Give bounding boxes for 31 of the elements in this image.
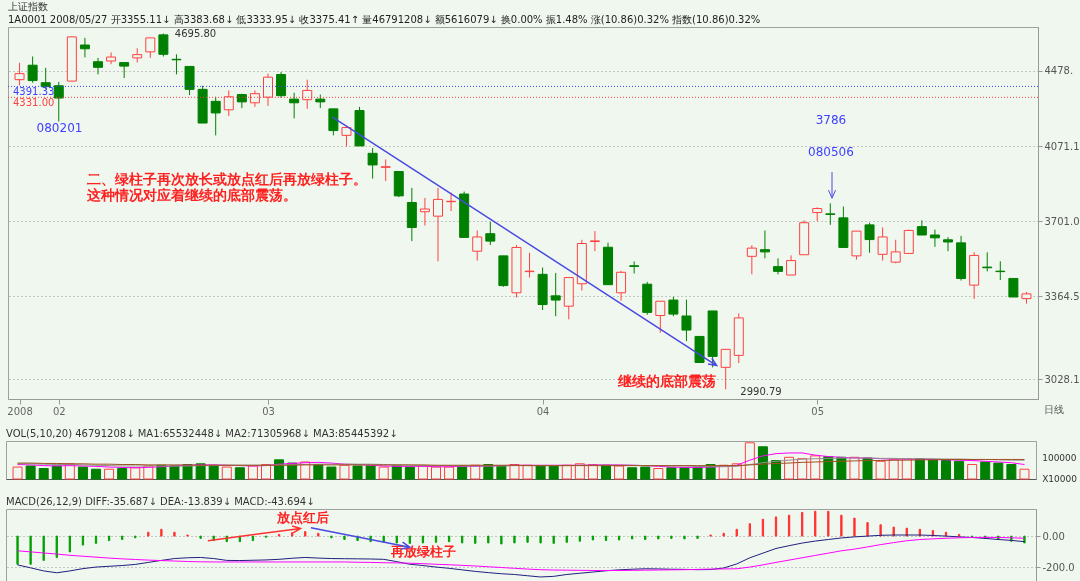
chart-subtitle: 1A0001 2008/05/27 开3355.11↓ 高3383.68↓ 低3333.95↓ 收3375.41↑ 量46791208↓ 额5616079↓ 换0.00% 振1.48% 涨(10.86)0.32% 指数(10.86)0.32% xyxy=(8,14,761,25)
text: 日线 xyxy=(1044,404,1065,416)
y-tick-label: 0.00 xyxy=(1042,530,1065,542)
y-tick-label: 3701.0 xyxy=(1044,215,1080,227)
annotation: 080506 xyxy=(808,145,854,160)
annotation: 放点红后 xyxy=(275,509,329,525)
x-tick-label: 03 xyxy=(262,405,275,417)
text: X10000 xyxy=(1042,474,1078,484)
text: 100000 xyxy=(1042,453,1077,464)
chart-title: VOL(5,10,20) 46791208↓ MA1:65532448↓ MA2:71305968↓ MA3:85445392↓ xyxy=(6,428,398,439)
annotation: 再放绿柱子 xyxy=(389,544,456,560)
x-tick-label: 05 xyxy=(811,405,825,417)
annotation: 080201 xyxy=(36,121,83,136)
y-tick-label: -200.0 xyxy=(1042,561,1075,573)
ref-line-label: 4391.33 xyxy=(13,86,55,98)
y-tick-label: 4071.1 xyxy=(1044,140,1080,152)
y-tick-label: 4478. xyxy=(1044,65,1074,77)
x-tick-label: 2008 xyxy=(7,405,33,417)
ref-line-label: 4331.00 xyxy=(13,97,55,109)
annotation: 3786 xyxy=(815,112,847,127)
annotation: 这种情况对应着继续的底部震荡。 xyxy=(86,187,298,204)
y-tick-label: 3028.1 xyxy=(1044,373,1080,385)
annotation: 二、绿柱子再次放长或放点红后再放绿柱子。 xyxy=(87,170,368,187)
x-tick-label: 02 xyxy=(52,405,66,417)
x-tick-label: 04 xyxy=(536,405,550,417)
chart-title: 上证指数 xyxy=(8,1,48,12)
annotation: 继续的底部震荡 xyxy=(617,373,717,390)
y-tick-label: 3364.5 xyxy=(1044,290,1080,302)
annotation: 2990.79 xyxy=(740,386,782,398)
chart-title: MACD(26,12,9) DIFF:-35.687↓ DEA:-13.839↓ MACD:-43.694↓ xyxy=(6,496,315,507)
annotation: 4695.80 xyxy=(174,27,217,39)
